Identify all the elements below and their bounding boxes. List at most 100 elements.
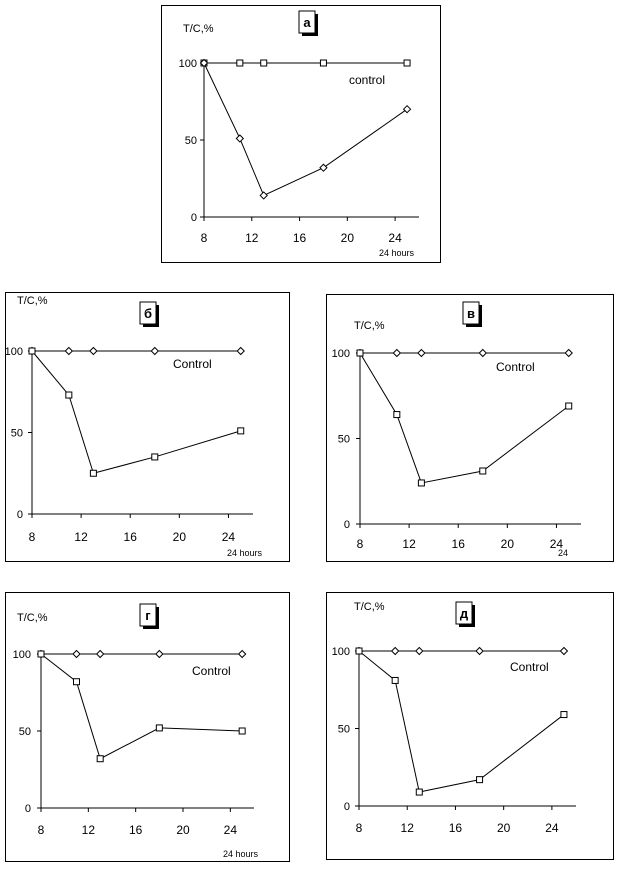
y-tick-label: 50 <box>19 726 31 738</box>
series-point-square <box>73 678 80 686</box>
panel-label-box <box>462 301 480 325</box>
series-point-square <box>355 647 363 655</box>
series-point-square <box>565 402 573 410</box>
panel-label: б <box>144 306 152 321</box>
control-annotation: Control <box>192 664 231 678</box>
x-tick-label: 24 <box>224 823 238 837</box>
chart-svg: 0 50 100 8 12 16 20 24 T/C,% 24 в Control <box>326 294 614 562</box>
series-point-diamond <box>319 163 328 172</box>
series-point-diamond <box>95 649 105 659</box>
series-point-square <box>479 467 487 475</box>
panel-label: д <box>460 606 469 621</box>
series-point-square <box>560 711 568 719</box>
series-point-diamond <box>478 348 487 358</box>
x-tick-label: 8 <box>356 821 363 835</box>
panel-frame <box>326 592 614 860</box>
series-point-diamond <box>415 646 424 656</box>
series-point-square <box>415 788 423 796</box>
series-point-square <box>403 59 411 67</box>
panel-label: а <box>303 15 311 30</box>
control-annotation: Control <box>173 357 212 371</box>
series-point-square <box>393 411 401 419</box>
control-annotation: Control <box>510 660 549 674</box>
series-point-diamond <box>237 649 247 659</box>
x-tick-label: 8 <box>357 537 364 551</box>
x-tick-label: 8 <box>201 231 208 245</box>
series-point-diamond <box>417 348 426 358</box>
series-point-square <box>356 349 364 357</box>
chart-panel-d: 0 50 100 8 12 16 20 24 T/C,% д Control <box>326 592 614 860</box>
y-tick-label: 0 <box>191 212 197 224</box>
x-tick-label: 20 <box>501 537 515 551</box>
series-point-square <box>236 59 244 67</box>
y-axis-label: T/C,% <box>17 612 48 624</box>
x-tick-label: 12 <box>74 530 88 544</box>
x-axis-label: 24 <box>558 548 568 558</box>
series-point-square <box>391 676 399 684</box>
y-tick-label: 100 <box>13 649 31 661</box>
series-point-diamond <box>236 346 245 356</box>
y-tick-label: 0 <box>344 519 350 531</box>
panel-frame <box>5 592 290 862</box>
y-tick-label: 100 <box>332 646 350 658</box>
series-point-diamond <box>64 346 74 356</box>
series-point-diamond <box>402 104 412 114</box>
series-point-diamond <box>89 346 98 356</box>
x-tick-label: 20 <box>173 530 187 544</box>
y-tick-label: 0 <box>17 509 23 521</box>
control-annotation: Control <box>496 360 535 374</box>
panel-label-box <box>455 601 473 625</box>
series-point-diamond <box>235 134 245 143</box>
x-tick-label: 8 <box>38 823 45 837</box>
x-axis-label: 24 hours <box>223 849 259 859</box>
series-point-square <box>319 59 327 67</box>
series-point-diamond <box>155 649 164 659</box>
chart-svg: 0 50 100 8 12 16 20 24 T/C,% 24 hours б Control <box>5 292 290 562</box>
x-tick-label: 12 <box>245 231 259 245</box>
y-tick-label: 50 <box>338 724 350 736</box>
x-tick-label: 12 <box>402 537 416 551</box>
series-point-diamond <box>475 646 484 656</box>
x-tick-label: 16 <box>293 231 307 245</box>
x-tick-label: 16 <box>452 537 466 551</box>
x-tick-label: 16 <box>129 823 143 837</box>
panel-label: г <box>145 608 151 623</box>
x-tick-label: 12 <box>401 821 415 835</box>
series-point-square <box>260 59 268 67</box>
series-point-square <box>65 391 73 399</box>
chart-svg: 0 50 100 8 12 16 20 24 T/C,% 24 hours г Control <box>5 592 290 862</box>
series-point-diamond <box>392 348 402 358</box>
series-point-square <box>155 724 163 732</box>
panel-frame <box>5 292 290 562</box>
panel-frame <box>326 294 614 562</box>
chart-panel-v: 0 50 100 8 12 16 20 24 T/C,% 24 в Control <box>326 294 614 562</box>
y-axis-label: T/C,% <box>183 23 214 35</box>
series-point-diamond <box>559 646 569 656</box>
x-tick-label: 16 <box>449 821 463 835</box>
series-point-square <box>417 479 425 487</box>
x-axis-label: 24 hours <box>379 248 415 258</box>
x-tick-label: 20 <box>497 821 511 835</box>
x-tick-label: 24 <box>545 821 559 835</box>
x-tick-label: 24 <box>550 537 564 551</box>
y-axis-label: T/C,% <box>354 601 385 613</box>
x-axis-label: 24 hours <box>227 548 263 558</box>
y-axis-label: T/C,% <box>17 295 48 307</box>
panel-label-box <box>139 603 157 627</box>
series-point-square <box>237 427 245 435</box>
chart-svg: 0 50 100 8 12 16 20 24 T/C,% 24 hours а control <box>161 5 441 263</box>
panel-label-box <box>298 10 316 34</box>
x-tick-label: 24 <box>388 231 402 245</box>
series-point-square <box>28 347 36 355</box>
series-point-square <box>476 776 484 784</box>
x-tick-label: 20 <box>341 231 355 245</box>
x-tick-label: 8 <box>29 530 36 544</box>
series-point-square <box>151 453 159 461</box>
y-tick-label: 100 <box>5 346 23 358</box>
x-tick-label: 20 <box>176 823 190 837</box>
y-tick-label: 0 <box>25 803 31 815</box>
x-tick-label: 24 <box>222 530 236 544</box>
y-tick-label: 50 <box>185 135 197 147</box>
chart-panel-g: 0 50 100 8 12 16 20 24 T/C,% 24 hours г Control <box>5 592 290 862</box>
y-tick-label: 100 <box>332 348 350 360</box>
